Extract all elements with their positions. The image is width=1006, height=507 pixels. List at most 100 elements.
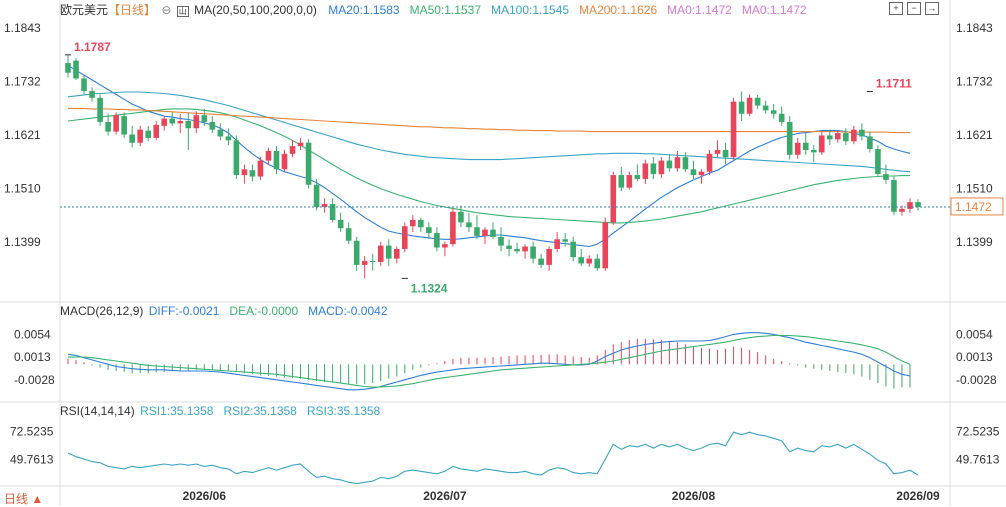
candle-57 [522,246,528,252]
candle-32 [321,204,328,207]
candle-78 [690,169,697,176]
annotation-label-2: 1.1711 [876,77,912,91]
candle-30 [305,142,312,185]
candle-10 [145,130,151,138]
ma-line-ma20 [67,65,911,248]
candle-21 [233,140,240,176]
candle-26 [273,150,280,170]
candle-35 [345,228,352,241]
candle-20 [225,136,232,141]
candle-84 [738,101,745,114]
candle-96 [835,133,841,140]
period-label[interactable]: 【日线】 [108,3,157,17]
candle-94 [818,135,825,153]
candle-53 [490,229,496,237]
candle-52 [482,229,488,236]
candle-64 [578,257,585,264]
toggle-icon[interactable]: ⊖ [161,3,172,17]
ma-value-2: MA100:1.1545 [491,3,570,17]
period-switch-button[interactable]: 日线 ▲ [4,492,44,506]
candle-63 [570,241,576,258]
macd-tick-left-2: -0.0028 [14,373,55,387]
ma-label[interactable]: MA(20,50,100,200,0,0) [194,3,317,17]
ma-line-ma200 [68,107,910,134]
right-arrow-box-icon[interactable]: → [925,2,939,15]
price-tick-right-2: 1.1621 [956,128,993,142]
rsi-tick-right-1: 49.7613 [956,452,1000,466]
rsi-items: RSI1:35.1358 RSI2:35.1358 RSI3:35.1358 [140,404,390,418]
price-legend: 欧元美元【日线】 ⊖ ⼭ MA(20,50,100,200,0,0) MA20:… [60,2,827,18]
candle-101 [875,148,881,175]
symbol-name[interactable]: 欧元美元 [60,3,109,17]
candle-22 [241,169,248,176]
candle-44 [418,219,424,228]
ma-value-1: MA50:1.1537 [409,3,481,17]
candle-103 [891,179,897,212]
candle-38 [369,261,376,263]
rsi-title[interactable]: RSI(14,14,14) [60,404,135,418]
candle-42 [401,226,408,249]
candle-77 [682,157,689,170]
candle-8 [129,134,135,143]
macd-dea-line [68,334,911,388]
price-tick-left-4: 1.1399 [4,235,41,249]
candle-98 [851,129,857,142]
candle-31 [313,184,320,207]
candle-3 [89,91,95,98]
ma-settings-icon[interactable]: ⼭ [176,6,189,17]
candle-61 [554,239,560,249]
candle-102 [883,174,889,180]
minus-box-icon[interactable]: − [907,2,921,15]
candle-18 [209,121,216,130]
candle-17 [201,115,208,122]
candle-93 [810,149,817,153]
candle-85 [746,97,753,114]
macd-tick-right-2: -0.0028 [956,373,997,387]
candle-82 [722,149,729,158]
candle-68 [610,175,617,223]
candle-65 [586,258,593,264]
rsi-line [67,431,919,485]
candle-80 [706,153,713,172]
candle-83 [730,101,737,158]
candle-6 [113,115,119,132]
ma-value-4: MA0:1.1472 [667,3,732,17]
window-controls: + − → [889,2,939,15]
macd-value-0: DIFF:-0.0021 [148,304,220,318]
candle-55 [506,245,512,249]
candle-45 [426,227,432,234]
candle-7 [121,116,127,135]
candle-23 [249,170,256,177]
candle-15 [185,120,192,129]
candle-37 [361,261,368,265]
candle-58 [530,246,536,259]
macd-title[interactable]: MACD(26,12,9) [60,304,144,318]
candle-24 [257,160,264,177]
current-price-box [950,197,1004,216]
x-tick-2: 2026/08 [672,489,716,503]
candle-14 [177,120,184,124]
candle-36 [353,240,360,265]
candle-28 [289,146,296,154]
ma-value-5: MA0:1.1472 [741,3,807,17]
candle-43 [410,219,416,227]
candle-41 [393,248,400,259]
candle-79 [698,171,705,176]
candle-56 [514,248,520,252]
candle-50 [466,222,472,228]
candle-105 [907,202,913,209]
plus-box-icon[interactable]: + [889,2,903,15]
macd-tick-right-1: 0.0013 [956,350,993,364]
candle-25 [265,150,272,161]
candle-51 [474,227,480,236]
candle-0 [65,63,71,73]
candle-88 [770,110,777,114]
candle-46 [434,233,440,248]
price-tick-right-1: 1.1732 [956,74,993,88]
candle-62 [562,239,568,242]
candle-106 [915,202,921,207]
candle-9 [137,129,143,143]
candle-73 [650,163,657,175]
candle-27 [281,153,288,170]
